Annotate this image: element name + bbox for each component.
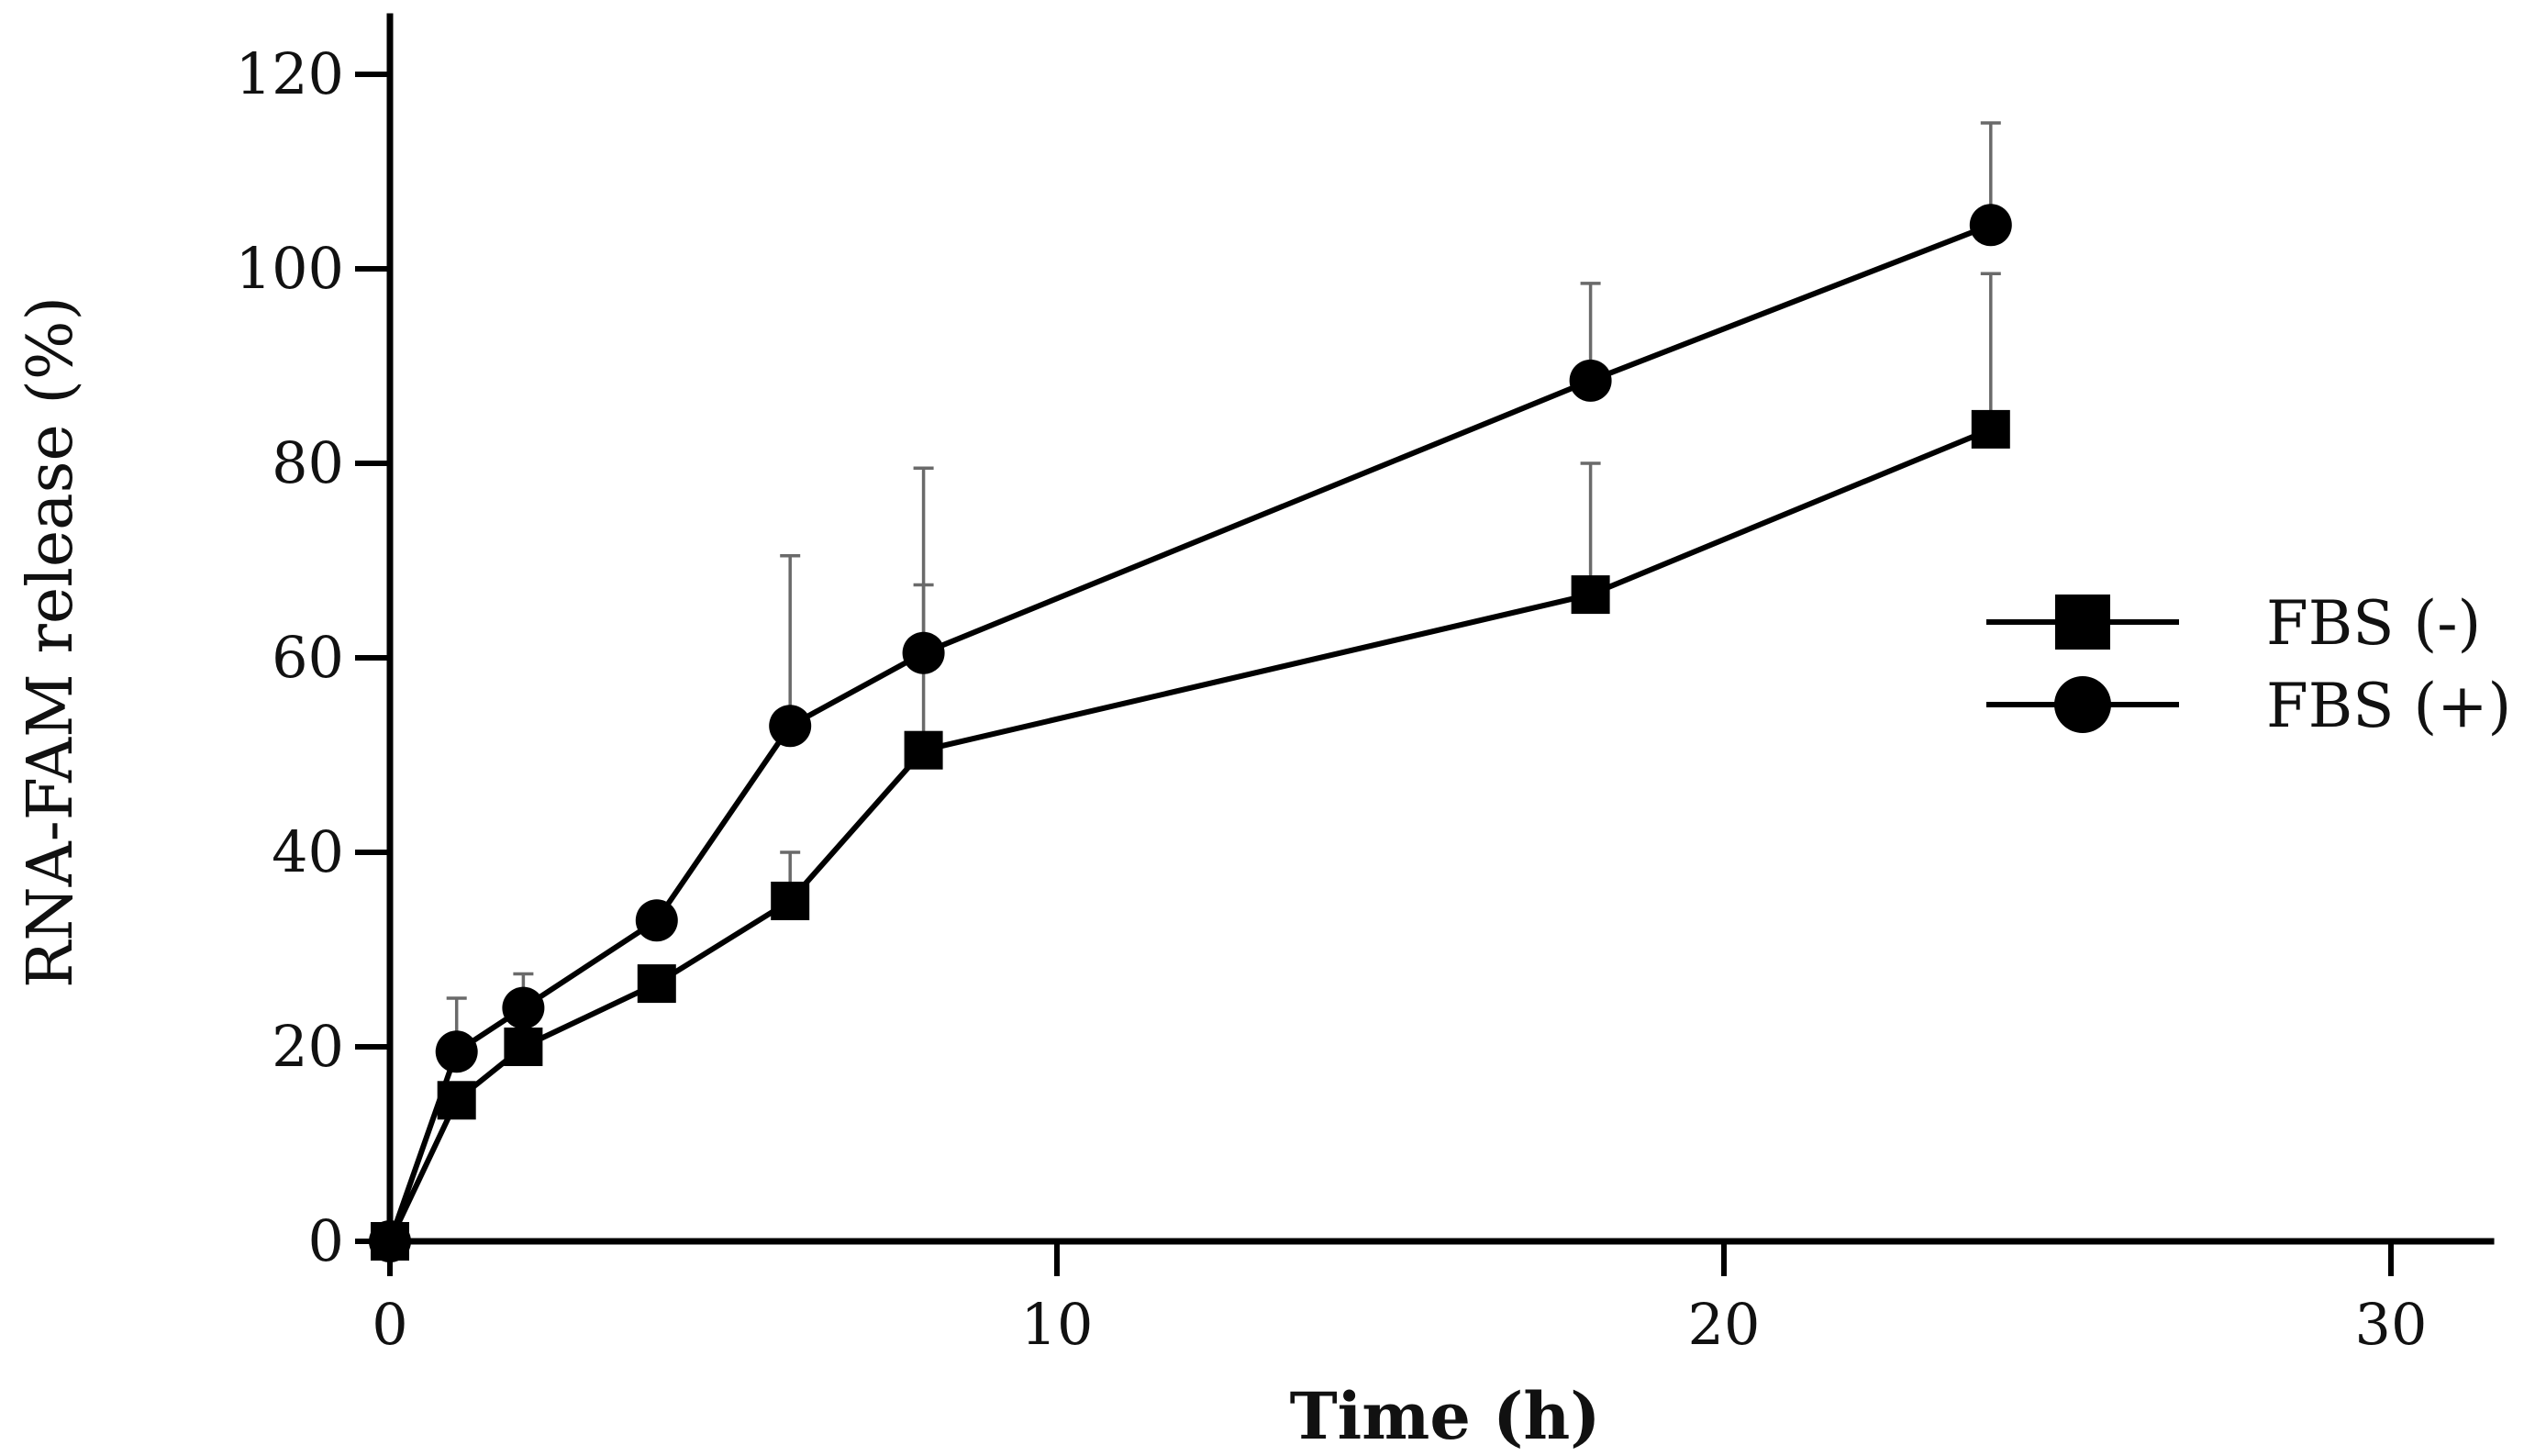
fbs-plus-point — [635, 899, 678, 942]
y-tick-label: 100 — [236, 235, 344, 302]
y-tick-label: 0 — [308, 1207, 344, 1274]
fbs-minus-point — [771, 882, 810, 920]
fbs-plus-point — [1969, 204, 2012, 247]
legend-label-fbs-minus: FBS (-) — [2266, 588, 2481, 659]
y-tick-label: 20 — [272, 1013, 344, 1080]
error-bars — [446, 121, 2001, 1052]
y-tick-label: 120 — [236, 40, 344, 107]
x-tick-label: 10 — [1021, 1291, 1094, 1358]
x-axis-title: Time (h) — [1290, 1378, 1601, 1454]
legend-marker-fbs-plus — [2054, 676, 2111, 733]
legend-label-fbs-plus: FBS (+) — [2266, 671, 2511, 741]
fbs-minus-point — [437, 1081, 476, 1120]
fbs-minus-point — [904, 730, 943, 770]
fbs-plus-point — [769, 705, 812, 748]
fbs-plus-line — [387, 222, 1992, 1242]
fbs-plus-point — [435, 1030, 478, 1073]
axes — [383, 13, 2495, 1249]
fbs-minus-line — [387, 427, 1992, 1243]
y-axis-title: RNA-FAM release (%) — [15, 296, 87, 988]
y-tick-label: 40 — [272, 818, 344, 885]
fbs-plus-point — [502, 986, 545, 1029]
x-tick-label: 0 — [372, 1291, 407, 1358]
axis-ticks: 0 20 40 60 80 100 120 0 10 20 30 — [236, 40, 2428, 1358]
fbs-minus-point — [504, 1028, 543, 1066]
legend-marker-fbs-minus — [2055, 595, 2110, 650]
fbs-minus-point — [1571, 575, 1610, 615]
legend: FBS (-) FBS (+) — [1986, 588, 2511, 741]
x-tick-label: 30 — [2355, 1291, 2428, 1358]
series-lines — [387, 222, 1992, 1243]
fbs-minus-point — [1971, 409, 2010, 449]
fbs-plus-point — [1569, 359, 1612, 402]
fbs-plus-point — [902, 631, 945, 674]
x-tick-label: 20 — [1688, 1291, 1761, 1358]
series-markers — [369, 204, 2012, 1262]
y-tick-label: 80 — [272, 429, 344, 496]
y-tick-label: 60 — [272, 624, 344, 691]
fbs-minus-point — [637, 964, 676, 1004]
